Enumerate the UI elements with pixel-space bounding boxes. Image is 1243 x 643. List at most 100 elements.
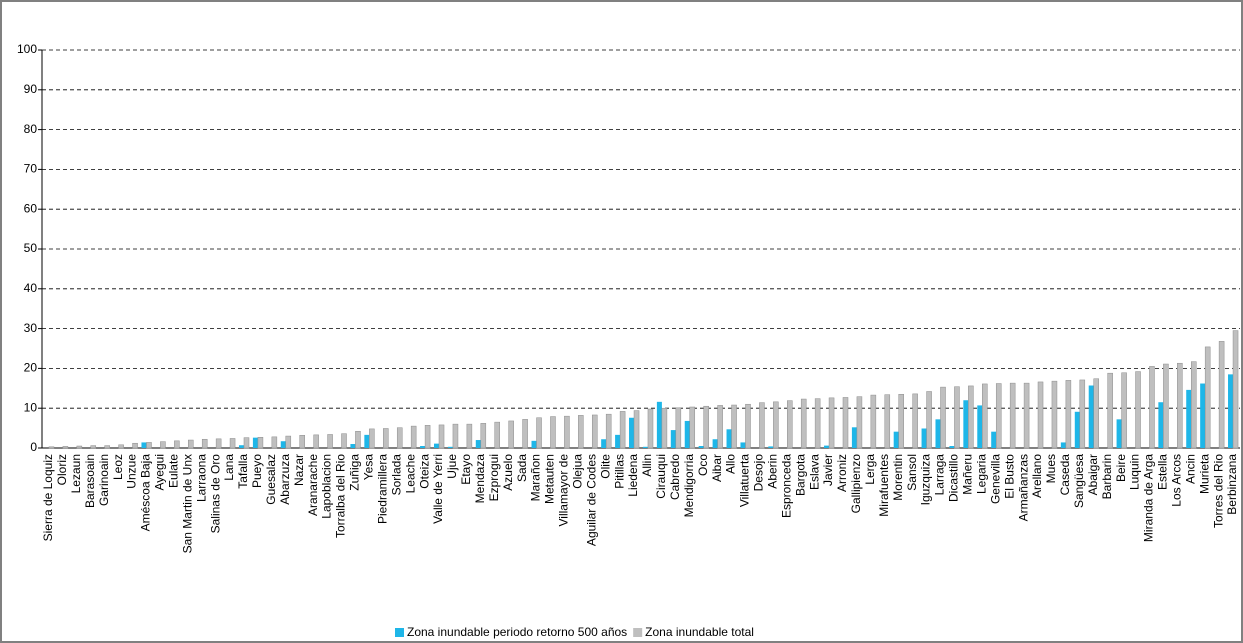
x-tick-label: San Martin de Unx bbox=[180, 454, 194, 553]
bar bbox=[420, 446, 426, 448]
x-tick-label: Cabredo bbox=[668, 454, 682, 500]
bar bbox=[62, 446, 69, 449]
bar bbox=[48, 446, 55, 449]
x-tick-label: Metauten bbox=[543, 454, 557, 504]
y-tick-label: 50 bbox=[24, 241, 38, 255]
bar bbox=[550, 416, 556, 449]
bar bbox=[1121, 372, 1127, 449]
bar bbox=[104, 445, 110, 449]
bar bbox=[703, 405, 709, 449]
bar bbox=[619, 411, 626, 449]
x-tick-label: Lapoblacion bbox=[320, 454, 334, 519]
bar bbox=[647, 408, 654, 449]
x-tick-label: Mirafuentes bbox=[877, 454, 891, 517]
bar bbox=[842, 397, 849, 449]
bar bbox=[935, 419, 941, 448]
x-tick-label: Allin bbox=[640, 454, 654, 477]
bar bbox=[898, 394, 904, 449]
x-tick-label: Ancin bbox=[1183, 454, 1197, 484]
x-tick-label: Eslava bbox=[807, 454, 821, 490]
bar bbox=[1232, 330, 1239, 449]
bar bbox=[977, 405, 983, 448]
x-tick-label: Etayo bbox=[459, 454, 473, 485]
bar bbox=[698, 446, 704, 448]
bar bbox=[995, 383, 1002, 449]
x-tick-label: Barasoain bbox=[83, 454, 97, 508]
x-tick-label: Valle de Yerri bbox=[431, 454, 445, 524]
bar bbox=[364, 434, 370, 448]
y-tick-label: 60 bbox=[24, 201, 38, 215]
bar bbox=[712, 439, 718, 448]
y-tick-label: 20 bbox=[24, 361, 38, 375]
x-tick-label: Mañeru bbox=[961, 454, 975, 495]
bar bbox=[591, 414, 598, 449]
bar bbox=[991, 431, 997, 448]
x-tick-label: Javier bbox=[821, 454, 835, 486]
x-tick-label: Bargota bbox=[793, 454, 807, 496]
x-tick-label: Aberin bbox=[766, 454, 780, 489]
bar bbox=[327, 434, 333, 449]
x-tick-label: Barbarin bbox=[1100, 454, 1114, 499]
bar bbox=[670, 430, 676, 448]
x-tick-label: Olite bbox=[598, 454, 612, 479]
bar bbox=[633, 410, 640, 449]
bar bbox=[968, 385, 974, 449]
bar bbox=[1228, 374, 1234, 448]
bar bbox=[1186, 389, 1192, 448]
x-tick-label: Caseda bbox=[1058, 454, 1072, 496]
bar bbox=[1037, 381, 1044, 449]
bar bbox=[601, 439, 607, 448]
bar bbox=[215, 438, 222, 449]
x-tick-label: Salinas de Oro bbox=[208, 454, 222, 534]
bar bbox=[341, 433, 347, 449]
y-tick-label: 100 bbox=[17, 42, 37, 56]
x-tick-label: Torres del Rio bbox=[1211, 454, 1225, 528]
x-tick-label: Sorlada bbox=[389, 454, 403, 496]
bar bbox=[438, 424, 445, 449]
bar bbox=[536, 417, 542, 449]
y-tick-label: 0 bbox=[30, 440, 37, 454]
x-tick-label: Oteiza bbox=[417, 454, 431, 489]
bar bbox=[684, 420, 690, 448]
x-tick-label: Lana bbox=[222, 454, 236, 481]
legend-swatch bbox=[633, 628, 643, 637]
bar bbox=[661, 407, 668, 449]
x-tick-label: Leache bbox=[403, 454, 417, 494]
x-tick-label: Guesalaz bbox=[264, 454, 278, 505]
bar bbox=[396, 427, 403, 449]
x-tick-label: Tafalla bbox=[236, 454, 250, 489]
x-tick-label: Dicastillo bbox=[947, 454, 961, 502]
x-tick-label: Aguilar de Codes bbox=[584, 454, 598, 546]
x-tick-label: Olejua bbox=[570, 454, 584, 489]
x-tick-label: Legaria bbox=[974, 454, 988, 494]
bar bbox=[160, 441, 166, 449]
bar bbox=[188, 439, 194, 449]
bar bbox=[893, 431, 899, 448]
bar bbox=[828, 397, 835, 449]
bar bbox=[759, 402, 765, 449]
bar bbox=[1107, 372, 1113, 449]
x-tick-label: Lezaun bbox=[69, 454, 83, 493]
bar bbox=[475, 440, 481, 448]
bar bbox=[285, 435, 292, 449]
x-tick-label: Aibar bbox=[710, 454, 724, 482]
bar bbox=[675, 407, 682, 449]
x-tick-label: Larraga bbox=[933, 454, 947, 496]
x-tick-label: Aranarache bbox=[306, 454, 320, 516]
x-tick-label: Leoz bbox=[111, 454, 125, 480]
bar bbox=[1079, 379, 1086, 449]
bar bbox=[383, 428, 389, 449]
x-tick-label: Villatuerta bbox=[738, 454, 752, 507]
bar bbox=[355, 431, 361, 449]
bar bbox=[1135, 371, 1141, 449]
x-tick-label: Miranda de Arga bbox=[1142, 454, 1156, 542]
bar bbox=[949, 446, 955, 448]
bar bbox=[313, 434, 319, 449]
bar bbox=[522, 419, 528, 449]
x-tick-label: Cirauqui bbox=[654, 454, 668, 499]
y-tick-label: 10 bbox=[24, 400, 38, 414]
x-tick-label: Oloriz bbox=[55, 454, 69, 485]
bar bbox=[508, 420, 514, 449]
x-tick-label: Sansol bbox=[905, 454, 919, 491]
